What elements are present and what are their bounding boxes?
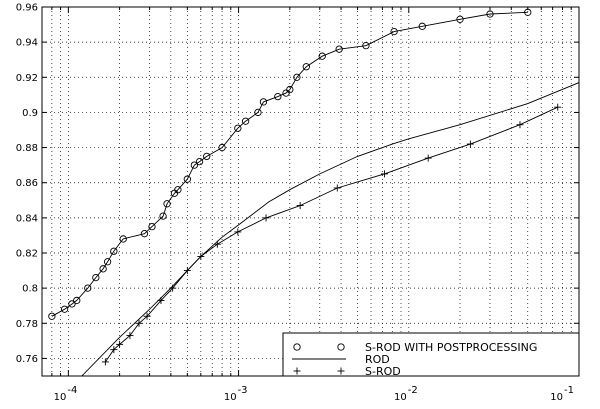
x-tick-label-exponent: -3 [238, 385, 248, 396]
data-point [418, 22, 426, 30]
data-point [362, 42, 370, 50]
data-point [241, 117, 250, 125]
x-tick-label-exponent: -4 [67, 385, 77, 396]
data-point [486, 10, 494, 18]
data-point [293, 73, 301, 81]
data-point [101, 358, 109, 366]
y-tick-label: 0.9 [22, 108, 38, 119]
series-1 [81, 82, 579, 376]
data-point [183, 175, 191, 183]
data-point [143, 312, 151, 320]
data-point [302, 63, 310, 71]
data-point [126, 332, 134, 340]
legend-label: S-ROD [365, 365, 401, 378]
data-point [197, 253, 205, 261]
data-point [169, 284, 177, 292]
data-point [234, 228, 242, 236]
data-point [218, 143, 226, 152]
x-tick-label-base: 10 [550, 392, 563, 403]
x-tick-label-base: 10 [394, 392, 407, 403]
legend-entry: S-ROD [293, 365, 401, 378]
legend-label: ROD [365, 353, 390, 366]
data-point [203, 152, 211, 161]
y-axis: 0.76 0.78 0.8 0.82 0.84 0.86 0.88 0.9 0.92 0.94 0.… [16, 3, 579, 365]
x-tick-label-exponent: -2 [408, 385, 418, 396]
y-tick-label: 0.88 [16, 143, 38, 154]
data-point [554, 103, 562, 111]
data-point [183, 267, 191, 275]
data-point [174, 186, 182, 194]
data-point [119, 235, 127, 243]
y-tick-label: 0.96 [16, 3, 38, 14]
data-point [381, 170, 389, 178]
data-point [190, 161, 199, 169]
data-point [456, 15, 464, 23]
data-point [135, 319, 143, 327]
x-tick-label: 10-3 [224, 385, 248, 403]
series-0 [48, 8, 532, 320]
data-point [140, 230, 149, 238]
data-point [195, 157, 204, 166]
legend-marker [337, 343, 345, 351]
data-point [163, 200, 171, 208]
x-tick-label-exponent: -1 [564, 385, 574, 396]
x-tick-label: 10-4 [54, 385, 78, 403]
data-point [92, 273, 100, 282]
y-tick-label: 0.8 [22, 284, 38, 295]
data-point [274, 92, 282, 101]
data-point [286, 85, 294, 94]
data-point [296, 202, 304, 210]
legend-marker [293, 367, 301, 375]
data-point [157, 296, 165, 304]
legend-entry: S-ROD WITH POSTPROCESSING [293, 341, 537, 354]
data-point [103, 258, 112, 266]
x-tick-label-base: 10 [224, 392, 237, 403]
series-line [81, 82, 579, 376]
data-point [148, 222, 156, 231]
y-tick-label: 0.76 [16, 354, 38, 365]
legend-marker [293, 343, 301, 351]
data-point [159, 212, 167, 220]
y-tick-label: 0.92 [16, 73, 38, 84]
legend-marker [337, 367, 345, 375]
grid [41, 6, 580, 376]
data-point [254, 108, 262, 117]
data-point [259, 98, 268, 106]
data-point [68, 300, 76, 308]
legend-entry: ROD [292, 353, 390, 366]
data-point [424, 154, 432, 162]
data-point [84, 284, 92, 292]
data-point [110, 346, 118, 354]
legend-box [282, 332, 580, 377]
series-2 [101, 103, 562, 366]
y-tick-label: 0.78 [16, 319, 38, 330]
series-layer [48, 8, 579, 376]
data-point [234, 124, 242, 132]
x-tick-label-base: 10 [54, 392, 67, 403]
data-point [110, 247, 118, 255]
series-line [105, 106, 558, 363]
data-point [73, 296, 81, 305]
data-point [466, 140, 474, 148]
data-point [262, 214, 270, 222]
x-tick-label: 10-2 [394, 385, 418, 403]
data-point [335, 45, 343, 53]
y-tick-label: 0.84 [16, 213, 38, 224]
y-tick-label: 0.82 [16, 249, 38, 260]
y-tick-label: 0.94 [16, 38, 38, 49]
legend-label: S-ROD WITH POSTPROCESSING [365, 341, 537, 354]
y-tick-label: 0.86 [16, 178, 38, 189]
x-tick-label: 10-1 [550, 385, 574, 403]
data-point [60, 305, 69, 313]
data-point [333, 184, 341, 192]
data-point [99, 265, 107, 273]
data-point [116, 340, 124, 348]
data-point [390, 27, 398, 36]
data-point [516, 121, 524, 129]
data-point [213, 240, 221, 248]
data-point [318, 52, 326, 60]
data-point [48, 312, 56, 320]
